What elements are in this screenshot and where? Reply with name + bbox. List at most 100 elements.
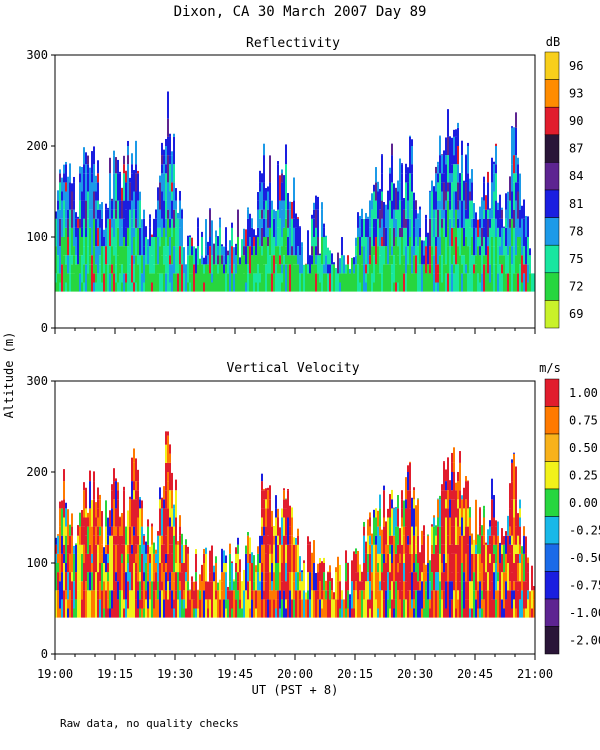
field-cell (239, 572, 241, 600)
field-cell (507, 273, 509, 292)
field-cell (295, 227, 297, 256)
field-cell (273, 282, 275, 292)
field-cell (381, 173, 383, 192)
field-cell (439, 599, 441, 618)
field-cell (395, 282, 397, 292)
field-cell (419, 581, 421, 591)
field-cell (135, 140, 137, 165)
field-cell (407, 218, 409, 247)
field-cell (391, 264, 393, 274)
field-cell (295, 572, 297, 591)
field-cell (329, 581, 331, 600)
field-cell (403, 563, 405, 582)
field-cell (391, 246, 393, 256)
field-cell (481, 590, 483, 600)
field-cell (409, 590, 411, 618)
field-cell (503, 255, 505, 283)
field-cell (79, 544, 81, 563)
field-cell (341, 255, 343, 274)
field-cell (451, 273, 453, 292)
field-cell (207, 599, 209, 609)
field-cell (513, 563, 515, 582)
field-cell (273, 599, 275, 618)
field-cell (163, 164, 165, 174)
field-cell (473, 255, 475, 265)
field-cell (453, 218, 455, 228)
field-cell (193, 581, 195, 591)
field-cell (481, 563, 483, 591)
field-cell (179, 563, 181, 573)
field-cell (451, 553, 453, 563)
field-cell (361, 246, 363, 265)
field-cell (321, 561, 323, 563)
field-cell (171, 472, 173, 491)
field-cell (471, 237, 473, 256)
field-cell (55, 537, 57, 545)
field-cell (519, 526, 521, 545)
field-cell (443, 517, 445, 545)
x-tick-label: 19:45 (217, 667, 253, 681)
field-cell (57, 534, 59, 536)
field-cell (503, 282, 505, 292)
field-cell (471, 282, 473, 292)
field-cell (259, 191, 261, 210)
field-cell (281, 182, 283, 201)
field-cell (459, 462, 461, 491)
field-cell (129, 526, 131, 545)
field-cell (521, 553, 523, 563)
field-cell (181, 533, 183, 545)
field-cell (65, 526, 67, 536)
field-cell (381, 218, 383, 237)
field-cell (231, 222, 233, 228)
field-cell (277, 246, 279, 274)
field-cell (323, 223, 325, 228)
field-cell (73, 246, 75, 256)
field-cell (89, 167, 91, 192)
field-cell (327, 273, 329, 292)
field-cell (477, 553, 479, 582)
field-cell (261, 544, 263, 563)
field-cell (121, 512, 123, 536)
field-cell (281, 282, 283, 292)
field-cell (399, 182, 401, 192)
field-cell (505, 246, 507, 274)
field-cell (509, 526, 511, 536)
field-cell (323, 590, 325, 618)
field-cell (357, 237, 359, 265)
field-cell (93, 282, 95, 292)
field-cell (445, 472, 447, 482)
field-cell (161, 535, 163, 545)
field-cell (381, 590, 383, 618)
field-cell (83, 246, 85, 265)
field-cell (107, 553, 109, 563)
field-cell (433, 218, 435, 237)
field-cell (385, 246, 387, 265)
field-cell (279, 572, 281, 591)
field-cell (473, 227, 475, 256)
field-cell (117, 282, 119, 292)
field-cell (75, 255, 77, 265)
field-cell (129, 544, 131, 554)
field-cell (135, 458, 137, 472)
field-cell (529, 273, 531, 292)
field-cell (165, 164, 167, 174)
field-cell (243, 569, 245, 591)
field-cell (471, 581, 473, 609)
field-cell (119, 218, 121, 247)
field-cell (147, 519, 149, 527)
field-cell (81, 553, 83, 582)
field-cell (131, 544, 133, 554)
field-cell (345, 264, 347, 274)
field-cell (389, 544, 391, 554)
field-cell (389, 167, 391, 174)
field-cell (401, 563, 403, 591)
field-cell (107, 599, 109, 609)
field-cell (149, 218, 151, 228)
field-cell (167, 526, 169, 554)
field-cell (307, 264, 309, 274)
field-cell (215, 264, 217, 292)
field-cell (481, 200, 483, 228)
field-cell (423, 563, 425, 573)
field-cell (373, 544, 375, 563)
field-cell (105, 553, 107, 573)
